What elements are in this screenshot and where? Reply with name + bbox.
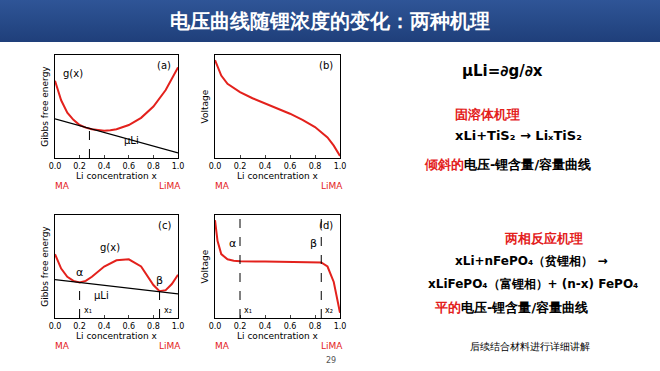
html-text:两相反应机理: 两相反应机理 (505, 231, 583, 246)
svg-text:Li concentration x: Li concentration x (237, 331, 319, 341)
svg-text:0.4: 0.4 (259, 162, 272, 171)
html-text:倾斜的电压-锂含量/容量曲线: 倾斜的电压-锂含量/容量曲线 (425, 157, 592, 172)
svg-text:α: α (76, 266, 83, 279)
svg-text:Li concentration x: Li concentration x (76, 331, 158, 341)
svg-text:x₂: x₂ (325, 306, 333, 315)
svg-text:0.6: 0.6 (122, 162, 135, 171)
svg-text:(c): (c) (158, 220, 171, 231)
svg-text:x₂: x₂ (164, 306, 172, 315)
svg-text:Li concentration x: Li concentration x (76, 171, 158, 181)
svg-text:0.2: 0.2 (73, 322, 86, 331)
svg-text:0.8: 0.8 (309, 322, 322, 331)
svg-text:0.2: 0.2 (234, 322, 247, 331)
svg-text:LiMA: LiMA (159, 181, 181, 191)
svg-text:Gibbs free energy: Gibbs free energy (40, 66, 50, 147)
html-text:xLi+TiS₂ → LiₓTiS₂: xLi+TiS₂ → LiₓTiS₂ (455, 128, 582, 143)
svg-text:μLi: μLi (124, 135, 139, 146)
svg-text:x₁: x₁ (244, 306, 252, 315)
svg-text:(a): (a) (157, 60, 171, 71)
svg-text:0.2: 0.2 (73, 162, 86, 171)
svg-text:1.0: 1.0 (172, 322, 185, 331)
html-text:电压曲线随锂浓度的变化：两种机理: 电压曲线随锂浓度的变化：两种机理 (170, 9, 490, 33)
svg-text:0.0: 0.0 (49, 162, 62, 171)
svg-text:MA: MA (55, 341, 70, 351)
svg-text:Voltage: Voltage (200, 89, 210, 123)
svg-text:0.6: 0.6 (122, 322, 135, 331)
svg-text:0.2: 0.2 (234, 162, 247, 171)
svg-text:α: α (229, 237, 236, 250)
svg-text:MA: MA (215, 181, 230, 191)
svg-text:MA: MA (215, 341, 230, 351)
svg-text:MA: MA (55, 181, 70, 191)
svg-text:β: β (156, 274, 163, 287)
svg-text:g(x): g(x) (100, 242, 120, 253)
svg-text:Gibbs free energy: Gibbs free energy (40, 226, 50, 307)
svg-text:0.6: 0.6 (284, 162, 297, 171)
svg-text:0.8: 0.8 (309, 162, 322, 171)
svg-text:0.8: 0.8 (147, 322, 160, 331)
html-text:后续结合材料进行详细讲解: 后续结合材料进行详细讲解 (470, 341, 590, 352)
svg-text:0.4: 0.4 (98, 322, 111, 331)
svg-text:LiMA: LiMA (159, 341, 181, 351)
svg-text:(d): (d) (319, 220, 333, 231)
html-text:固溶体机理: 固溶体机理 (455, 107, 520, 122)
svg-text:0.4: 0.4 (98, 162, 111, 171)
svg-text:0.8: 0.8 (147, 162, 160, 171)
svg-text:β: β (310, 237, 317, 250)
svg-text:x₁: x₁ (84, 306, 92, 315)
svg-text:1.0: 1.0 (334, 162, 347, 171)
html-text:平的电压-锂含量/容量曲线: 平的电压-锂含量/容量曲线 (435, 300, 589, 315)
svg-text:0.0: 0.0 (209, 162, 222, 171)
html-text:μLi=∂g/∂x: μLi=∂g/∂x (462, 62, 543, 80)
svg-text:LiMA: LiMA (321, 341, 343, 351)
svg-text:0.6: 0.6 (284, 322, 297, 331)
svg-text:0.4: 0.4 (259, 322, 272, 331)
html-text:xLiFePO₄（富锂相）+ (n-x) FePO₄: xLiFePO₄（富锂相）+ (n-x) FePO₄ (428, 277, 639, 291)
svg-text:0.0: 0.0 (209, 322, 222, 331)
svg-text:LiMA: LiMA (321, 181, 343, 191)
svg-text:0.0: 0.0 (49, 322, 62, 331)
svg-text:1.0: 1.0 (172, 162, 185, 171)
svg-text:μLi: μLi (94, 290, 109, 301)
svg-text:Li concentration x: Li concentration x (237, 171, 319, 181)
html-text:xLi+nFePO₄（贫锂相） →: xLi+nFePO₄（贫锂相） → (455, 254, 608, 268)
html-text:29: 29 (326, 356, 337, 365)
svg-text:g(x): g(x) (63, 68, 83, 79)
svg-text:1.0: 1.0 (334, 322, 347, 331)
svg-text:(b): (b) (319, 60, 333, 71)
svg-text:Voltage: Voltage (200, 249, 210, 283)
